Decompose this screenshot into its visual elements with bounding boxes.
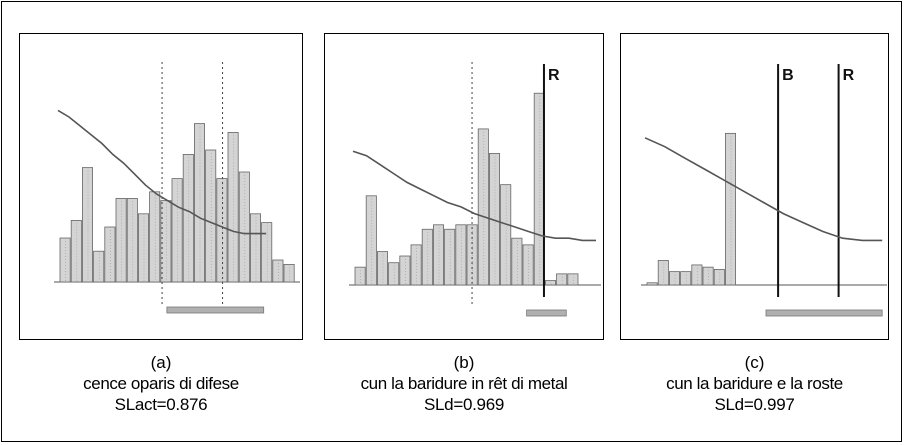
bar [149, 191, 161, 283]
bar [171, 178, 183, 283]
marker-label: B [782, 67, 794, 84]
bar [272, 259, 284, 283]
caption-a-score: SLact=0.876 [114, 395, 208, 414]
bar [702, 266, 714, 286]
bar [444, 228, 456, 286]
bar [567, 273, 579, 286]
bar [388, 262, 400, 286]
trend-line [352, 150, 596, 242]
caption-b: (b) cun la baridure in rêt di metal SLd=… [290, 352, 638, 415]
bar [354, 266, 366, 286]
range-bar [765, 309, 883, 317]
trend-line [644, 137, 883, 242]
bar [283, 263, 295, 283]
caption-c-score: SLd=0.997 [714, 395, 795, 414]
bar [365, 195, 377, 286]
trend-line [57, 109, 267, 235]
bar [544, 280, 556, 286]
bar [59, 237, 71, 283]
caption-b-description: cun la baridure in rêt di metal [360, 374, 568, 393]
marker-label: R [843, 67, 855, 84]
caption-c: (c) cun la baridure e la roste SLd=0.997 [620, 352, 889, 415]
bar [522, 244, 534, 286]
bar [227, 132, 239, 283]
bar [680, 271, 692, 286]
bar [93, 250, 105, 283]
caption-a-letter: (a) [150, 353, 172, 372]
bar [160, 200, 172, 283]
bar [477, 128, 489, 286]
range-bar [526, 309, 567, 317]
caption-c-letter: (c) [744, 353, 765, 372]
bar [657, 260, 669, 286]
chart-a-plot [54, 62, 300, 314]
bar [410, 244, 422, 286]
bar [669, 271, 681, 286]
chart-b-plot: R [349, 62, 601, 317]
bar [646, 282, 658, 286]
bar [556, 273, 568, 286]
caption-b-letter: (b) [453, 353, 475, 372]
bar [466, 224, 478, 286]
bar [725, 132, 737, 286]
bar [511, 237, 523, 286]
bar [455, 224, 467, 286]
bar [421, 228, 433, 286]
bar [691, 264, 703, 286]
caption-a: (a) cence oparis di difese SLact=0.876 [19, 352, 303, 415]
chart-panel-b: R [324, 33, 604, 340]
bar [713, 268, 725, 286]
bar [82, 167, 94, 283]
range-bar [166, 306, 265, 314]
bar [115, 197, 127, 283]
bar [238, 171, 250, 283]
bar [182, 154, 194, 283]
bar [205, 149, 217, 283]
caption-a-description: cence oparis di difese [83, 374, 239, 393]
bar [70, 219, 82, 283]
bar [533, 92, 545, 286]
bar [138, 213, 150, 283]
caption-b-score: SLd=0.969 [423, 395, 505, 414]
marker-label: R [548, 67, 560, 84]
bar [433, 224, 445, 286]
bar [126, 197, 138, 283]
bar [249, 213, 261, 283]
bar [377, 251, 389, 286]
chart-panel-a [19, 33, 303, 340]
bar [261, 222, 273, 283]
caption-c-description: cun la baridure e la roste [666, 374, 843, 393]
bar [216, 178, 228, 283]
bar [500, 184, 512, 286]
bar [193, 123, 205, 283]
bar [104, 226, 116, 283]
bar [399, 255, 411, 286]
